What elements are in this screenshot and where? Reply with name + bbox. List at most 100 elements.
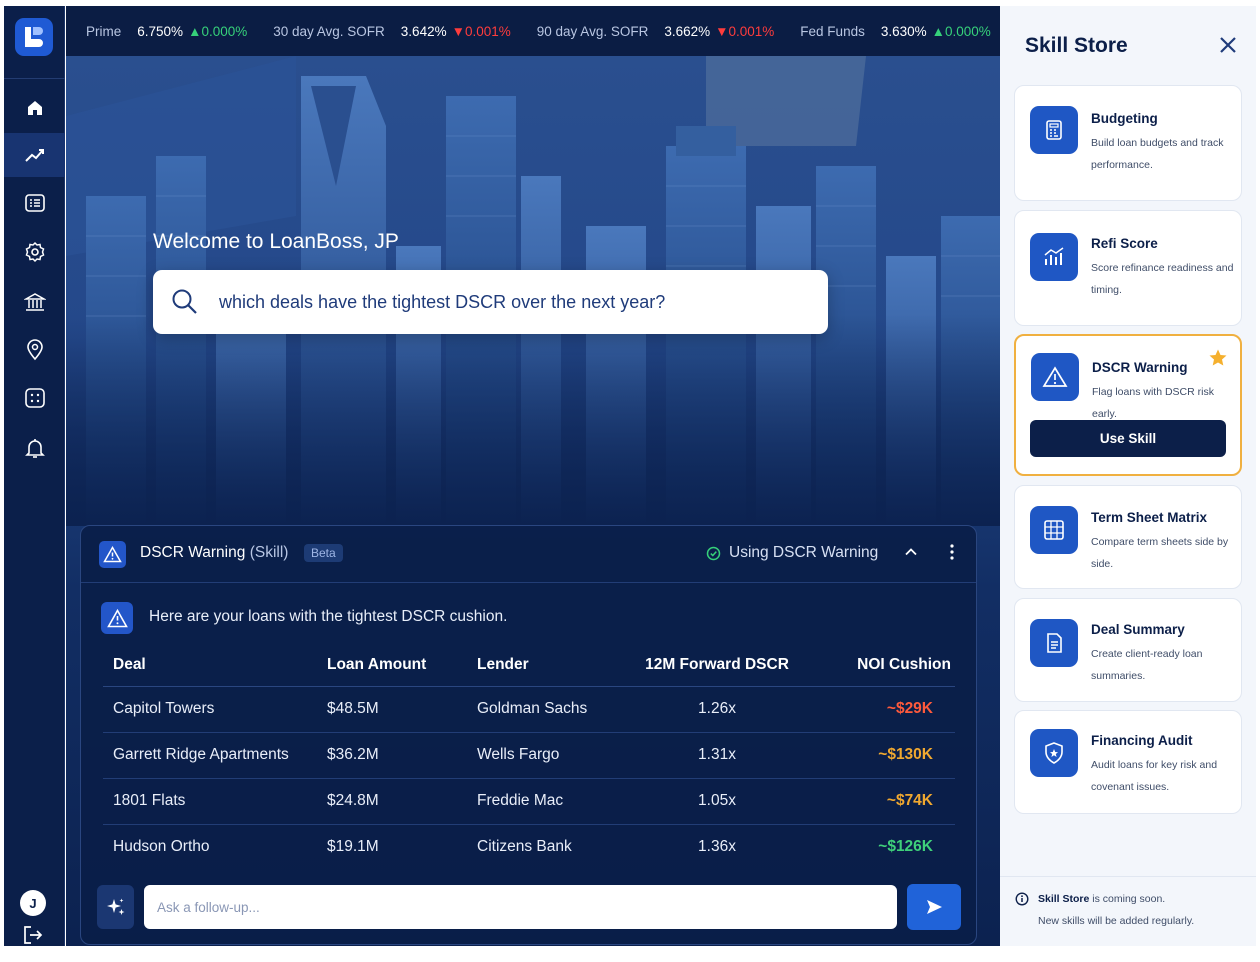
status-text: Using DSCR Warning [729,544,879,561]
info-icon [1015,892,1029,911]
ticker-label: 30 day Avg. SOFR [273,23,385,39]
column-header: Lender [467,644,637,687]
nav-notifications[interactable] [4,426,65,470]
logout-icon [24,926,43,944]
collapse-button[interactable] [904,545,918,564]
store-note-bold: Skill Store [1038,893,1090,905]
grid-icon [1030,506,1078,554]
skill-card-budgeting[interactable]: Budgeting Build loan budgets and track pe… [1014,85,1242,201]
ticker-item: Prime 6.750% ▲ 0.000% [86,24,247,39]
skill-description: Compare term sheets side by side. [1091,536,1229,570]
bank-icon [23,293,46,311]
ticker-change: 0.000% [201,23,248,39]
skill-name: Refi Score [1091,236,1158,251]
more-vertical-icon [950,544,954,560]
store-divider [1000,876,1256,877]
panel-skill-name: DSCR Warning [140,544,246,561]
skill-description: Score refinance readiness and timing. [1091,262,1234,296]
avatar[interactable]: J [20,890,46,916]
warning-icon [99,541,126,568]
beta-badge: Beta [304,544,343,562]
assistant-message: Here are your loans with the tightest DS… [149,608,508,625]
arrow-down-icon: ▼ [715,23,729,39]
more-options-button[interactable] [949,543,955,566]
nav-home[interactable] [4,86,65,130]
ticker-value: 3.630% [880,23,927,39]
noi-cushion-cell: ~$130K [797,732,955,779]
skill-name: Deal Summary [1091,622,1185,637]
store-note-rest: is coming soon. [1089,893,1166,905]
dice-icon [24,388,45,408]
nav-list[interactable] [4,181,65,225]
deal-cell: Capitol Towers [103,686,317,733]
lender-cell: Goldman Sachs [467,686,637,733]
skill-card-term-sheet-matrix[interactable]: Term Sheet Matrix Compare term sheets sid… [1014,485,1242,589]
logout-button[interactable] [22,924,44,946]
loan-amount-cell: $48.5M [317,686,467,733]
store-note-line2: New skills will be added regularly. [1038,915,1195,927]
calculator-icon [1030,106,1078,154]
ticker-value: 3.642% [400,23,447,39]
ask-search-bar[interactable]: which deals have the tightest DSCR over … [153,270,828,334]
skill-store-sidebar: Skill Store Budgeting Build loan budgets … [1000,6,1256,946]
skill-name: Financing Audit [1091,733,1193,748]
loan-amount-cell: $36.2M [317,732,467,779]
use-skill-button[interactable]: Use Skill [1030,420,1226,457]
skill-description: Flag loans with DSCR risk early. [1092,386,1214,420]
nav-divider [4,78,65,79]
table-row[interactable]: Garrett Ridge Apartments $36.2M Wells Farg… [103,732,955,779]
lender-cell: Citizens Bank [477,838,572,856]
skill-description: Create client-ready loan summaries. [1091,648,1203,682]
table-row[interactable]: Capitol Towers $48.5M Goldman Sachs 1.26x ~$… [103,686,955,733]
table-row[interactable]: Hudson Ortho $19.1M Citizens Bank 1.36x ~$12… [103,824,955,870]
table-row[interactable]: 1801 Flats $24.8M Freddie Mac 1.05x ~$74K [103,778,955,825]
ticker-label: 90 day Avg. SOFR [536,23,649,39]
panel-skill-suffix: (Skill) [249,544,289,561]
send-button[interactable] [907,884,961,930]
nav-settings[interactable] [4,230,65,274]
close-button[interactable] [1218,35,1238,60]
skill-store-title: Skill Store [1025,34,1128,57]
using-skill-status: Using DSCR Warning [706,544,878,562]
skill-card-dscr-warning[interactable]: DSCR Warning Flag loans with DSCR risk ea… [1014,334,1242,476]
gear-icon [25,241,44,263]
skill-name: Term Sheet Matrix [1091,510,1208,525]
nav-trends[interactable] [4,133,65,177]
table-header-row: Deal Loan Amount Lender 12M Forward DSCR… [103,644,955,687]
welcome-heading: Welcome to LoanBoss, JP [153,230,399,253]
nav-bank[interactable] [4,280,65,324]
nav-location[interactable] [4,328,65,372]
arrow-up-icon: ▲ [931,23,946,39]
main-area: Prime 6.750% ▲ 0.000% 30 day Avg. SOFR 3.642%… [66,6,1000,946]
skill-card-refi-score[interactable]: Refi Score Score refinance readiness and … [1014,210,1242,326]
skill-card-financing-audit[interactable]: Financing Audit Audit loans for key risk … [1014,710,1242,814]
followup-input[interactable] [144,885,897,929]
rate-ticker: Prime 6.750% ▲ 0.000% 30 day Avg. SOFR 3.642%… [66,6,1000,56]
star-icon[interactable] [1208,348,1228,373]
ai-sparkle-button[interactable] [97,885,134,929]
nav-dice[interactable] [4,376,65,420]
dscr-cell: 1.36x [698,838,736,856]
search-query-text[interactable]: which deals have the tightest DSCR over … [219,291,666,312]
ticker-change: 0.001% [464,23,511,39]
ticker-value: 3.662% [664,23,711,39]
loanboss-logo-icon[interactable] [15,18,53,56]
dscr-table: Deal Loan Amount Lender 12M Forward DSCR… [103,644,955,870]
skill-description: Build loan budgets and track performance… [1091,137,1224,171]
skill-name: DSCR Warning [1092,360,1188,375]
noi-cushion-cell: ~$29K [797,686,955,733]
ticker-item: 30 day Avg. SOFR 3.642% ▼ 0.001% [273,24,511,39]
bell-icon [24,439,45,458]
search-icon [172,289,197,314]
ticker-value: 6.750% [137,23,184,39]
skill-card-deal-summary[interactable]: Deal Summary Create client-ready loan sum… [1014,598,1242,702]
warning-icon [1031,353,1079,401]
loan-amount-cell: $19.1M [327,838,379,856]
bar-chart-icon [1030,233,1078,281]
ticker-label: Fed Funds [800,23,865,39]
ticker-item: 90 day Avg. SOFR 3.662% ▼ 0.001% [537,24,775,39]
left-nav: J [4,6,65,946]
dscr-cell: 1.26x [637,686,797,733]
skill-result-panel: DSCR Warning (Skill) Beta Using DSCR War… [80,525,977,945]
arrow-up-icon: ▲ [188,23,202,39]
